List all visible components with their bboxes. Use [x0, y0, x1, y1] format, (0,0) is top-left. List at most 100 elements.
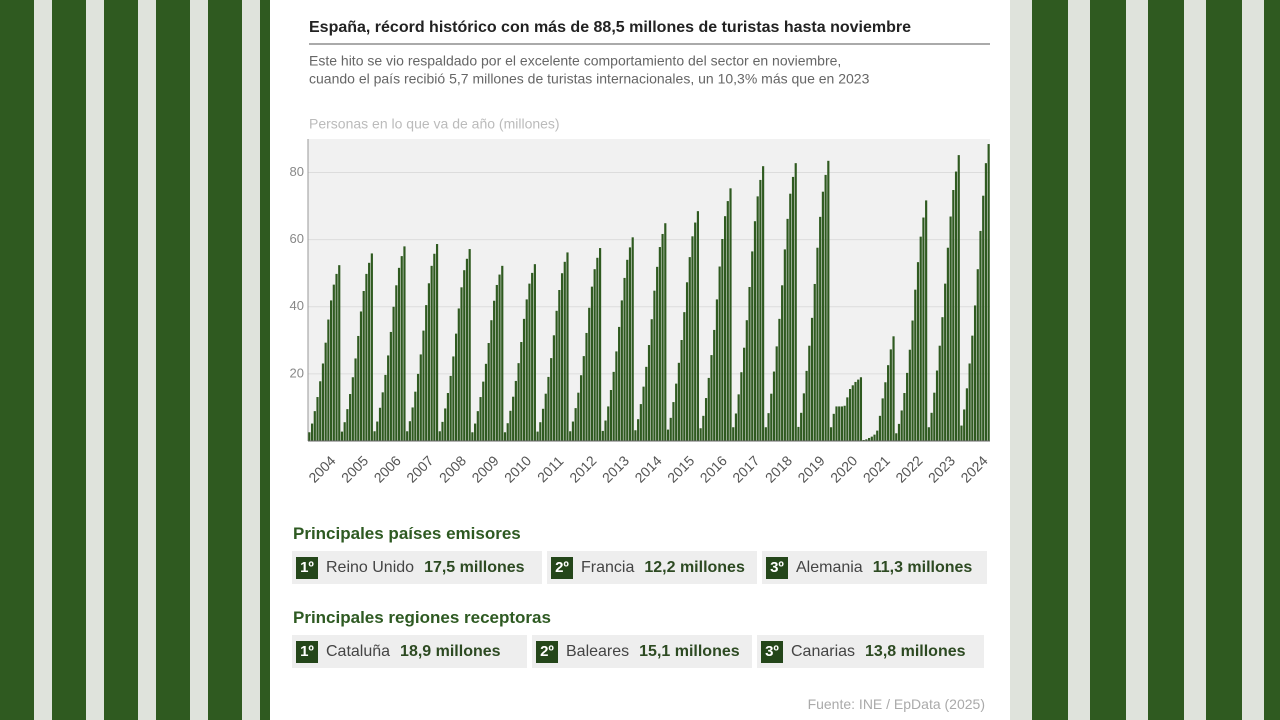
bar	[463, 270, 466, 441]
bar	[897, 423, 901, 441]
bar	[723, 216, 727, 441]
bar	[824, 174, 827, 441]
rank-badge: 3º	[761, 640, 783, 663]
bar	[938, 345, 941, 441]
bar	[419, 354, 422, 441]
bar	[857, 379, 860, 441]
bar	[574, 408, 577, 441]
bar	[810, 317, 814, 441]
bar	[392, 306, 395, 441]
x-tick-label: 2018	[762, 452, 795, 485]
bar	[729, 188, 732, 441]
y-axis-title: Personas en lo que va de año (millones)	[309, 116, 560, 132]
bar	[569, 431, 572, 441]
item-name: Canarias	[791, 642, 856, 660]
bar	[335, 273, 338, 441]
ranking-item: 2º Baleares 15,1 millones	[532, 635, 752, 668]
item-name: Reino Unido	[326, 558, 415, 576]
bar	[753, 221, 757, 441]
bar	[944, 283, 947, 441]
bar	[911, 320, 914, 441]
bar	[984, 163, 988, 441]
bar	[607, 406, 610, 441]
bar	[560, 273, 564, 441]
bar	[351, 377, 354, 441]
bar	[384, 374, 387, 441]
bar	[313, 411, 316, 441]
bar	[531, 272, 534, 441]
bar	[533, 264, 536, 441]
bar	[422, 330, 425, 441]
bar	[767, 413, 770, 441]
bar	[740, 372, 743, 441]
bar	[704, 398, 708, 441]
bar	[359, 311, 363, 441]
item-value: 15,1 millones	[639, 642, 740, 660]
bar	[775, 346, 778, 441]
bar	[321, 363, 325, 441]
bar	[770, 393, 773, 441]
x-tick-label: 2021	[860, 452, 893, 485]
source: Fuente: INE / EpData (2025)	[807, 696, 985, 712]
bar	[772, 371, 776, 441]
bar	[327, 319, 330, 441]
item-value: 17,5 millones	[424, 558, 525, 576]
x-tick-label: 2010	[501, 452, 534, 485]
bar	[930, 412, 933, 441]
bar	[726, 201, 729, 441]
bar	[449, 375, 452, 441]
item-value: 13,8 millones	[865, 642, 966, 660]
bar	[493, 300, 496, 441]
bar	[963, 409, 966, 441]
bar	[452, 356, 455, 441]
bar	[357, 335, 360, 441]
bar	[710, 355, 713, 441]
bar	[696, 211, 699, 441]
bar	[789, 193, 792, 441]
bar	[506, 423, 509, 441]
bar	[634, 430, 637, 441]
bar	[332, 284, 335, 441]
bar	[370, 253, 373, 441]
bar	[601, 430, 604, 441]
bar	[650, 319, 653, 441]
bar	[501, 265, 504, 441]
bar	[702, 415, 705, 441]
bar	[512, 396, 515, 441]
ranking-item: 1º Reino Unido 17,5 millones	[292, 551, 542, 584]
bar	[330, 300, 333, 441]
bar	[446, 393, 450, 441]
bar	[707, 377, 710, 441]
bar	[873, 434, 876, 441]
y-tick-label: 20	[290, 365, 304, 380]
bar	[563, 261, 566, 441]
bar	[683, 312, 686, 441]
bar	[647, 345, 651, 441]
chart: España, récord histórico con más de 88,5…	[290, 19, 991, 486]
x-tick-label: 2020	[827, 452, 860, 485]
x-tick-label: 2005	[338, 452, 371, 485]
bar	[748, 286, 751, 441]
bar	[490, 320, 493, 441]
bar	[438, 431, 441, 441]
bar	[541, 408, 545, 441]
bar	[802, 393, 805, 441]
bar	[919, 236, 922, 441]
item-value: 12,2 millones	[644, 558, 745, 576]
ranking-item: 1º Cataluña 18,9 millones	[292, 635, 527, 668]
bar	[571, 421, 575, 441]
bar	[585, 332, 588, 441]
bar	[778, 318, 781, 441]
bar	[642, 386, 645, 441]
bar	[590, 286, 594, 441]
bar	[319, 381, 322, 441]
bar	[851, 385, 854, 441]
bar	[862, 439, 865, 441]
bar	[685, 282, 689, 441]
x-tick-label: 2024	[957, 452, 990, 485]
bar	[498, 274, 501, 441]
x-tick-label: 2006	[371, 452, 404, 485]
bar	[454, 333, 458, 441]
rank-badge: 1º	[296, 556, 318, 579]
bar	[745, 320, 748, 441]
